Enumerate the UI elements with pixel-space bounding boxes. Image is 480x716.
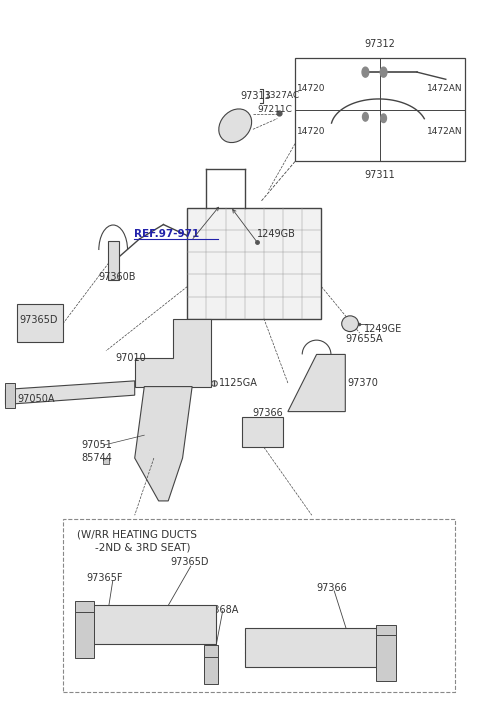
Text: 97010: 97010 (116, 353, 146, 363)
Bar (4, 383, 15, 408)
Bar (376, 634, 396, 681)
Text: (W/RR HEATING DUCTS: (W/RR HEATING DUCTS (77, 530, 197, 540)
Text: 97050A: 97050A (17, 394, 55, 404)
Bar (376, 624, 396, 671)
Text: 97365D: 97365D (170, 556, 209, 566)
Bar (204, 645, 218, 672)
Text: 97313: 97313 (240, 91, 271, 101)
Text: 14720: 14720 (298, 127, 326, 135)
Bar (187, 208, 322, 319)
Text: -2ND & 3RD SEAT): -2ND & 3RD SEAT) (82, 543, 191, 552)
Text: 97370: 97370 (347, 378, 378, 388)
Bar (75, 611, 94, 658)
Circle shape (380, 67, 387, 77)
Bar (108, 241, 119, 280)
Bar (75, 601, 94, 647)
Text: REF.97-971: REF.97-971 (134, 228, 199, 238)
Text: 97365F: 97365F (87, 573, 123, 583)
Bar (63, 519, 456, 692)
Text: 97365D: 97365D (20, 315, 59, 325)
Ellipse shape (219, 109, 252, 142)
Text: 97051: 97051 (81, 440, 112, 450)
Bar (204, 657, 218, 684)
Text: 1327AC: 1327AC (265, 91, 300, 100)
Circle shape (362, 67, 369, 77)
Bar (245, 628, 379, 667)
Bar (242, 417, 283, 448)
Text: 97366: 97366 (252, 408, 283, 418)
Ellipse shape (342, 316, 359, 332)
Text: 97366: 97366 (317, 583, 348, 593)
Text: 97211C: 97211C (258, 105, 293, 114)
Text: 97368A: 97368A (202, 604, 239, 614)
Text: 97360B: 97360B (99, 271, 136, 281)
Text: 1249GE: 1249GE (363, 324, 402, 334)
Text: 1249GB: 1249GB (257, 228, 296, 238)
Text: 1472AN: 1472AN (427, 84, 463, 93)
Text: 97655A: 97655A (345, 334, 383, 344)
Polygon shape (135, 387, 192, 501)
Polygon shape (135, 319, 211, 387)
Text: 1125GA: 1125GA (218, 378, 257, 388)
Circle shape (381, 114, 386, 122)
Text: 1472AN: 1472AN (427, 127, 463, 135)
Circle shape (362, 112, 368, 121)
Bar (295, 58, 465, 162)
Text: 14720: 14720 (298, 84, 326, 93)
Polygon shape (288, 354, 345, 412)
Text: 97312: 97312 (364, 39, 396, 49)
Bar (92, 604, 216, 644)
Text: 85744: 85744 (81, 453, 112, 463)
Bar (17, 304, 63, 342)
Polygon shape (5, 381, 135, 405)
Text: 97311: 97311 (365, 170, 396, 180)
